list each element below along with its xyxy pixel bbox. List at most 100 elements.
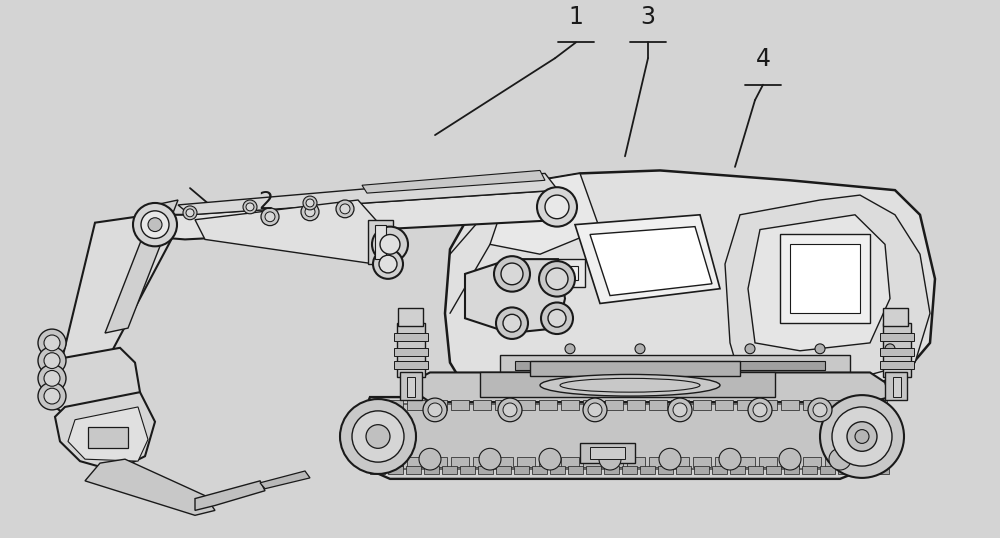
- Bar: [730, 466, 745, 474]
- Bar: [693, 457, 711, 467]
- Bar: [550, 466, 565, 474]
- Circle shape: [565, 344, 575, 353]
- Circle shape: [428, 403, 442, 417]
- Bar: [561, 457, 579, 467]
- Bar: [88, 427, 128, 448]
- Bar: [561, 400, 579, 410]
- Bar: [397, 323, 425, 377]
- Circle shape: [501, 263, 523, 285]
- Circle shape: [44, 353, 60, 369]
- Circle shape: [748, 398, 772, 422]
- Bar: [885, 372, 907, 400]
- Bar: [658, 466, 673, 474]
- Circle shape: [340, 399, 416, 474]
- Bar: [590, 447, 625, 459]
- Bar: [496, 466, 511, 474]
- Circle shape: [44, 371, 60, 386]
- Bar: [622, 466, 637, 474]
- Bar: [539, 400, 557, 410]
- Circle shape: [847, 422, 877, 451]
- Bar: [394, 333, 428, 341]
- Polygon shape: [415, 372, 890, 402]
- Polygon shape: [465, 259, 565, 333]
- Bar: [803, 400, 821, 410]
- Polygon shape: [490, 173, 600, 254]
- Bar: [838, 466, 853, 474]
- Bar: [802, 466, 817, 474]
- Bar: [671, 400, 689, 410]
- Bar: [847, 457, 865, 467]
- Bar: [407, 457, 425, 467]
- Bar: [694, 466, 709, 474]
- Bar: [560, 266, 578, 280]
- Circle shape: [38, 383, 66, 410]
- Bar: [442, 466, 457, 474]
- Circle shape: [243, 200, 257, 214]
- Circle shape: [539, 448, 561, 470]
- Bar: [803, 457, 821, 467]
- Bar: [604, 466, 619, 474]
- Circle shape: [380, 235, 400, 254]
- Bar: [883, 308, 908, 326]
- Bar: [759, 457, 777, 467]
- Bar: [748, 466, 763, 474]
- Bar: [517, 457, 535, 467]
- Circle shape: [423, 398, 447, 422]
- Polygon shape: [145, 190, 565, 239]
- Bar: [406, 466, 421, 474]
- Circle shape: [659, 448, 681, 470]
- Polygon shape: [575, 215, 720, 303]
- Circle shape: [336, 200, 354, 218]
- Circle shape: [855, 430, 869, 443]
- Circle shape: [303, 196, 317, 210]
- Circle shape: [373, 249, 403, 279]
- Circle shape: [496, 307, 528, 339]
- Bar: [893, 377, 901, 397]
- Bar: [473, 457, 491, 467]
- Bar: [640, 466, 655, 474]
- Bar: [375, 225, 386, 259]
- Bar: [627, 457, 645, 467]
- Bar: [869, 400, 887, 410]
- Circle shape: [541, 302, 573, 334]
- Bar: [649, 400, 667, 410]
- Bar: [368, 220, 393, 264]
- Bar: [517, 400, 535, 410]
- Circle shape: [141, 211, 169, 238]
- Bar: [429, 457, 447, 467]
- Circle shape: [779, 448, 801, 470]
- Polygon shape: [365, 404, 890, 469]
- Bar: [847, 400, 865, 410]
- Bar: [473, 400, 491, 410]
- Bar: [553, 259, 585, 287]
- Text: 3: 3: [640, 4, 656, 29]
- Circle shape: [832, 407, 892, 466]
- Bar: [737, 400, 755, 410]
- Polygon shape: [748, 215, 890, 351]
- Polygon shape: [195, 200, 390, 264]
- Polygon shape: [85, 459, 215, 515]
- Bar: [460, 466, 475, 474]
- Bar: [500, 355, 850, 377]
- Bar: [370, 466, 385, 474]
- Circle shape: [261, 208, 279, 225]
- Circle shape: [305, 207, 315, 217]
- Bar: [676, 466, 691, 474]
- Circle shape: [635, 344, 645, 353]
- Bar: [514, 466, 529, 474]
- Bar: [429, 400, 447, 410]
- Bar: [671, 457, 689, 467]
- Circle shape: [44, 335, 60, 351]
- Bar: [820, 466, 835, 474]
- Circle shape: [673, 403, 687, 417]
- Bar: [759, 400, 777, 410]
- Circle shape: [753, 403, 767, 417]
- Bar: [880, 360, 914, 369]
- Bar: [583, 400, 601, 410]
- Bar: [766, 466, 781, 474]
- Bar: [825, 457, 843, 467]
- Circle shape: [668, 398, 692, 422]
- Bar: [627, 400, 645, 410]
- Circle shape: [546, 268, 568, 289]
- Circle shape: [503, 314, 521, 332]
